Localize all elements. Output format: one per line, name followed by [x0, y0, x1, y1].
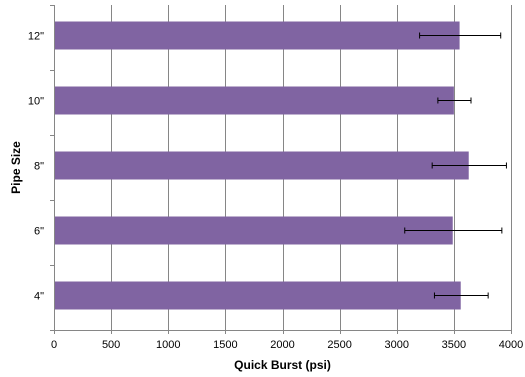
x-tick-label-2000: 2000 [270, 339, 294, 351]
bar-4 [54, 21, 460, 50]
x-tick-label-4000: 4000 [499, 339, 523, 351]
error-bars [404, 32, 507, 299]
y-tick-label-3: 10" [28, 96, 44, 108]
x-tick-label-1500: 1500 [213, 339, 237, 351]
x-tick-label-0: 0 [51, 339, 57, 351]
x-axis-title: Quick Burst (psi) [234, 358, 331, 372]
x-tick-label-3500: 3500 [442, 339, 466, 351]
x-tick-label-500: 500 [102, 339, 120, 351]
bar-1 [54, 216, 453, 245]
bar-0 [54, 281, 461, 310]
y-tick-label-2: 8" [34, 161, 44, 173]
bars [54, 21, 469, 310]
x-tick-label-1000: 1000 [156, 339, 180, 351]
axes [50, 5, 512, 334]
bar-2 [54, 151, 469, 180]
x-tick-label-2500: 2500 [327, 339, 351, 351]
y-tick-label-1: 6" [34, 226, 44, 238]
x-tick-label-3000: 3000 [385, 339, 409, 351]
y-tick-labels: 4" 6" 8" 10" 12" [28, 31, 44, 303]
x-tick-labels: 0 500 1000 1500 2000 2500 3000 3500 4000 [51, 339, 523, 351]
bar-3 [54, 86, 454, 115]
y-axis-title: Pipe Size [9, 141, 23, 194]
y-tick-label-4: 12" [28, 31, 44, 43]
y-tick-label-0: 4" [34, 291, 44, 303]
